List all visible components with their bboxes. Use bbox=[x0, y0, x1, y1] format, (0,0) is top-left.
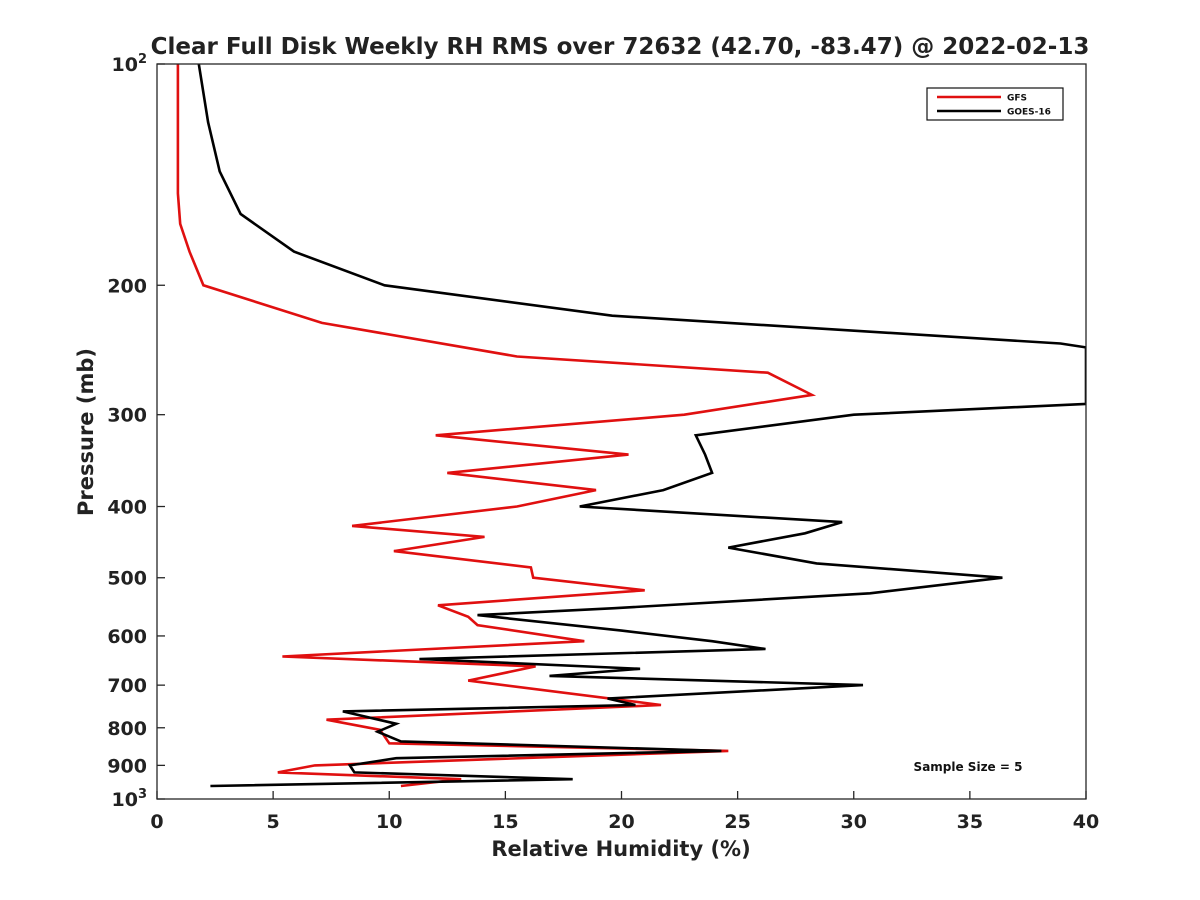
legend: GFS GOES-16 bbox=[926, 87, 1064, 121]
x-tick-label: 30 bbox=[841, 811, 867, 833]
y-tick-label: 400 bbox=[107, 497, 147, 519]
legend-label-goes16: GOES-16 bbox=[1007, 108, 1051, 118]
y-tick-label: 103 bbox=[112, 787, 148, 811]
y-tick-label: 600 bbox=[107, 626, 147, 648]
series-layer bbox=[176, 64, 1086, 788]
y-axis: 102 200 300 400 500 600 700 800 900 103 bbox=[107, 52, 165, 811]
y-tick-label: 300 bbox=[107, 405, 147, 427]
plot-frame bbox=[156, 63, 1087, 800]
x-tick-label: 0 bbox=[150, 811, 163, 833]
y-tick-label: 500 bbox=[107, 568, 147, 590]
x-tick-label: 15 bbox=[492, 811, 518, 833]
sample-size-annotation: Sample Size = 5 bbox=[914, 760, 1023, 774]
y-tick-label: 200 bbox=[107, 275, 147, 297]
legend-label-gfs: GFS bbox=[1007, 94, 1027, 104]
series-line-gfs bbox=[176, 64, 817, 788]
x-axis-label: Relative Humidity (%) bbox=[491, 837, 750, 861]
x-tick-label: 35 bbox=[957, 811, 983, 833]
x-axis: 0 5 10 15 20 25 30 35 40 bbox=[150, 791, 1099, 833]
y-tick-label: 900 bbox=[107, 755, 147, 777]
y-axis-label: Pressure (mb) bbox=[74, 348, 98, 516]
chart-title: Clear Full Disk Weekly RH RMS over 72632… bbox=[151, 34, 1090, 60]
y-tick-label: 800 bbox=[107, 718, 147, 740]
x-tick-label: 10 bbox=[376, 811, 402, 833]
x-tick-label: 40 bbox=[1073, 811, 1099, 833]
x-tick-label: 5 bbox=[267, 811, 280, 833]
x-tick-label: 20 bbox=[608, 811, 634, 833]
x-tick-label: 25 bbox=[724, 811, 750, 833]
legend-box bbox=[926, 87, 1064, 121]
series-line-goes16 bbox=[197, 64, 1086, 788]
y-tick-label: 700 bbox=[107, 675, 147, 697]
y-tick-label: 102 bbox=[112, 52, 148, 76]
